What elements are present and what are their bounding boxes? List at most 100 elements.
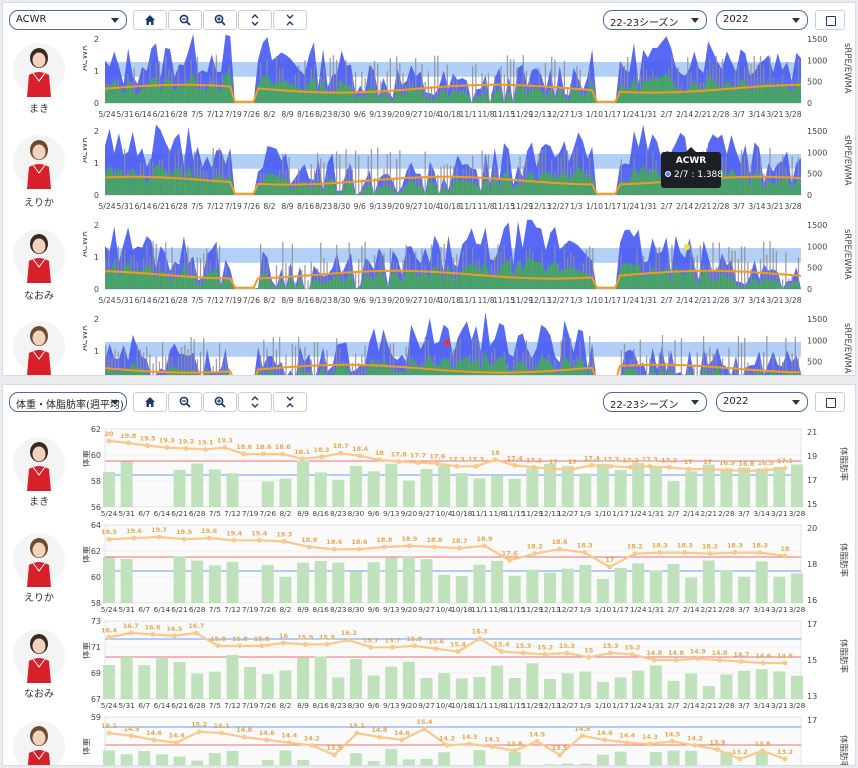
body-fat-point xyxy=(396,459,402,465)
home-button[interactable] xyxy=(133,392,167,412)
y-tick-label: 56 xyxy=(91,503,101,512)
collapse-vertical-icon xyxy=(286,14,294,26)
y-axis-title: ACWR xyxy=(83,137,90,163)
srpe-bar xyxy=(358,155,360,195)
x-tick-label: 1/17 xyxy=(604,202,621,211)
x-tick-label: 9/6 xyxy=(354,110,366,119)
expand-button[interactable] xyxy=(238,10,272,30)
metric-select[interactable]: 体重・体脂肪率(週平均) xyxy=(9,392,127,412)
tooltip: ACWR 2/7 : 1.388 xyxy=(661,147,723,188)
weight-chart: 73 71 69 67 17 15 13 体重 体脂肪率 16.4 16.7 16.6 16.5 16.7… xyxy=(83,617,849,709)
y-tick-label: 1 xyxy=(94,67,99,76)
body-fat-label: 15.9 xyxy=(297,633,314,641)
srpe-bar xyxy=(329,57,331,103)
x-tick-label: 1/31 xyxy=(640,202,657,211)
y-tick-label: 1 xyxy=(94,253,99,262)
x-tick-label: 6/7 xyxy=(138,605,150,613)
body-fat-point xyxy=(129,733,134,739)
x-tick-label: 8/16 xyxy=(312,509,329,517)
srpe-bar xyxy=(288,374,290,375)
srpe-bar xyxy=(570,83,572,103)
weight-bar xyxy=(702,560,715,603)
srpe-bar xyxy=(177,355,180,375)
srpe-bar xyxy=(415,174,417,195)
home-button[interactable] xyxy=(133,10,167,30)
srpe-bar xyxy=(715,56,717,103)
srpe-bar xyxy=(392,177,395,195)
fullscreen-button[interactable] xyxy=(815,392,845,412)
y-tick-label: 1 xyxy=(94,159,99,168)
x-tick-label: 1/17 xyxy=(604,110,621,119)
weight-bar xyxy=(720,674,733,699)
zoom-in-icon xyxy=(214,14,226,26)
x-tick-label: 9/6 xyxy=(354,202,366,211)
zoom-out-button[interactable] xyxy=(168,392,202,412)
srpe-bar xyxy=(120,251,123,289)
srpe-bar xyxy=(279,274,281,289)
srpe-bar xyxy=(279,336,281,375)
srpe-bar xyxy=(791,80,793,103)
srpe-bar xyxy=(434,55,436,103)
x-tick-label: 1/3 xyxy=(579,509,591,517)
season-select[interactable]: 22-23シーズン xyxy=(603,392,707,412)
body-fat-point xyxy=(467,741,472,747)
avatar xyxy=(13,719,65,765)
body-fat-label: 15.7 xyxy=(363,636,379,644)
x-tick-label: 11/8 xyxy=(478,296,495,305)
zoom-in-icon xyxy=(214,396,226,408)
collapse-button[interactable] xyxy=(273,10,307,30)
weight-bar xyxy=(261,564,274,603)
zoom-in-button[interactable] xyxy=(203,392,237,412)
weight-bar xyxy=(279,670,292,699)
x-tick-label: 3/28 xyxy=(784,202,801,211)
body-fat-label: 17.3 xyxy=(449,455,465,463)
metric-select[interactable]: ACWR xyxy=(9,10,127,30)
srpe-bar xyxy=(392,343,395,375)
srpe-bar xyxy=(490,92,493,103)
avatar xyxy=(13,435,65,491)
srpe-bar xyxy=(740,343,743,375)
season-select[interactable]: 22-23シーズン xyxy=(603,10,707,30)
year-select[interactable]: 2022 xyxy=(716,10,808,30)
srpe-bar xyxy=(288,157,290,195)
x-tick-label: 3/28 xyxy=(789,605,806,613)
srpe-bar xyxy=(782,361,784,375)
x-tick-label: 2/14 xyxy=(683,701,700,709)
weight-bar xyxy=(261,674,274,699)
x-tick-label: 7/12 xyxy=(207,110,224,119)
weight-bar xyxy=(614,751,627,765)
srpe-bar xyxy=(215,55,218,103)
body-fat-label: 13.8 xyxy=(754,740,771,748)
body-fat-label: 15.1 xyxy=(214,722,231,730)
x-tick-label: 7/5 xyxy=(209,509,221,517)
y-axis-title: 体重 xyxy=(83,545,92,563)
body-fat-label: 14.2 xyxy=(687,734,703,742)
chevron-down-icon xyxy=(691,400,699,405)
srpe-bar xyxy=(592,350,594,375)
x-tick-label: 10/4 xyxy=(423,110,440,119)
body-fat-point xyxy=(473,463,479,469)
body-fat-label: 13.2 xyxy=(732,748,748,756)
y2-tick-label: 1000 xyxy=(807,148,827,157)
collapse-button[interactable] xyxy=(273,392,307,412)
y2-tick-label: 0 xyxy=(807,191,812,200)
x-tick-label: 6/28 xyxy=(171,202,188,211)
zoom-out-button[interactable] xyxy=(168,10,202,30)
body-fat-point xyxy=(434,461,440,466)
year-select[interactable]: 2022 xyxy=(716,392,808,412)
weight-bar xyxy=(596,578,609,603)
fullscreen-button[interactable] xyxy=(815,10,845,30)
x-tick-label: 1/31 xyxy=(648,605,665,613)
x-tick-label: 7/19 xyxy=(242,605,259,613)
zoom-in-button[interactable] xyxy=(203,10,237,30)
weight-bar xyxy=(455,473,468,507)
weight-bar xyxy=(773,671,786,699)
weight-bar xyxy=(649,665,662,699)
x-tick-label: 9/27 xyxy=(418,605,435,613)
srpe-bar xyxy=(203,337,205,375)
body-fat-label: 18 xyxy=(375,449,385,457)
y2-axis-title: sRPE/EWMA xyxy=(842,229,852,280)
body-fat-label: 15.2 xyxy=(191,721,207,729)
expand-button[interactable] xyxy=(238,392,272,412)
srpe-bar xyxy=(693,257,695,289)
